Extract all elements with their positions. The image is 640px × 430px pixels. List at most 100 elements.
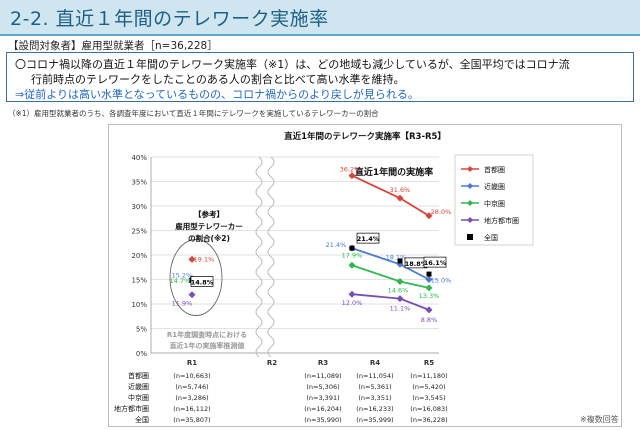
table-cell: (n=16,112) bbox=[173, 405, 210, 413]
y-tick-label: 40% bbox=[131, 154, 147, 162]
data-label: 11.1% bbox=[390, 305, 411, 313]
table-row-label: 地方都市圏 bbox=[114, 404, 149, 413]
table-cell: (n=11,180) bbox=[410, 372, 447, 380]
data-label: 21.4% bbox=[326, 241, 347, 249]
reference-ellipse bbox=[169, 239, 223, 316]
table-cell: (n=11,054) bbox=[356, 372, 393, 380]
data-label: 14.7% bbox=[170, 277, 191, 285]
table-cell: (n=5,361) bbox=[358, 383, 391, 391]
table-cell: (n=5,746) bbox=[175, 383, 208, 391]
table-row-label: 中京圏 bbox=[128, 393, 149, 402]
summary-box: 〇コロナ禍以降の直近１年間のテレワーク実施率（※1）は、どの地域も減少しているが… bbox=[6, 52, 634, 102]
table-cell: (n=3,391) bbox=[306, 394, 339, 402]
data-label: 12.0% bbox=[342, 299, 363, 307]
data-label: 11.9% bbox=[172, 300, 193, 308]
summary-line-3: ⇒従前よりは高い水準となっているものの、コロナ禍からのより戻しが見られる。 bbox=[15, 88, 419, 101]
y-tick-label: 15% bbox=[131, 277, 147, 285]
data-point bbox=[396, 295, 404, 303]
legend-label: 全国 bbox=[484, 233, 498, 242]
title-bar: 2-2. 直近１年間のテレワーク実施率 bbox=[0, 0, 640, 36]
data-point bbox=[348, 290, 356, 298]
data-point bbox=[425, 276, 433, 283]
y-tick-label: 5% bbox=[136, 326, 147, 334]
legend-marker bbox=[467, 166, 473, 172]
data-label: 31.6% bbox=[390, 186, 411, 194]
data-label: 14.8% bbox=[191, 278, 214, 286]
data-point bbox=[425, 306, 433, 314]
y-tick-label: 20% bbox=[131, 252, 147, 260]
page-title: 2-2. 直近１年間のテレワーク実施率 bbox=[10, 8, 329, 30]
x-tick-label: R5 bbox=[424, 359, 434, 367]
y-tick-label: 30% bbox=[131, 203, 147, 211]
data-label-box bbox=[356, 232, 380, 244]
x-tick-label: R1 bbox=[187, 359, 197, 367]
legend-marker bbox=[467, 200, 473, 206]
y-tick-label: 35% bbox=[131, 179, 147, 187]
table-cell: (n=16,204) bbox=[304, 405, 341, 413]
data-label: 19.1% bbox=[194, 255, 215, 263]
data-label: 36.2% bbox=[340, 166, 361, 174]
axis-break-line bbox=[267, 156, 275, 358]
table-cell: (n=3,351) bbox=[358, 394, 391, 402]
chart-title: 直近1年間のテレワーク実施率【R3-R5】 bbox=[284, 131, 446, 142]
data-label-box bbox=[190, 276, 214, 287]
data-point bbox=[425, 284, 433, 292]
x-tick-label: R3 bbox=[318, 359, 328, 367]
y-tick-label: 10% bbox=[131, 301, 147, 309]
data-label: 17.9% bbox=[342, 251, 363, 259]
data-label-box bbox=[423, 256, 447, 268]
survey-subject: 【設問対象者】雇用型就業者［n=36,228］ bbox=[8, 40, 218, 52]
chart-frame: 直近1年間のテレワーク実施率【R3-R5】 0% 5% 10% 15% 20% 25% 30%… bbox=[108, 124, 622, 427]
table-cell: (n=35,807) bbox=[173, 416, 210, 424]
data-label: 21.4% bbox=[357, 235, 380, 243]
table-row-label: 全国 bbox=[135, 415, 149, 424]
data-label: 13.3% bbox=[419, 292, 440, 300]
data-point bbox=[348, 172, 356, 180]
axis-break-line bbox=[255, 156, 263, 358]
legend-label: 近畿圏 bbox=[484, 182, 505, 191]
table-cell: (n=3,286) bbox=[175, 394, 208, 402]
reference-note: 直近1年の実施率推測値 bbox=[170, 341, 245, 350]
data-label: 15.2% bbox=[172, 272, 193, 280]
line-chart: 直近1年間のテレワーク実施率【R3-R5】 0% 5% 10% 15% 20% 25% 30%… bbox=[114, 131, 534, 424]
x-tick-label: R4 bbox=[370, 359, 380, 367]
table-cell: (n=10,663) bbox=[173, 372, 210, 380]
footer-note: ※複数回答 bbox=[580, 415, 619, 424]
footnote: （※1）雇用型就業者のうち、各調査年度において直近１年間にテレワークを実施してい… bbox=[8, 109, 379, 118]
data-point bbox=[188, 291, 196, 299]
table-cell: (n=16,083) bbox=[410, 405, 447, 413]
data-point bbox=[397, 258, 403, 264]
table-cell: (n=5,420) bbox=[412, 383, 445, 391]
data-point bbox=[396, 194, 404, 202]
data-point bbox=[349, 245, 355, 251]
data-point bbox=[348, 261, 356, 269]
reference-label: 【参考】 bbox=[194, 209, 224, 219]
legend-marker bbox=[467, 234, 473, 240]
table-cell: (n=11,089) bbox=[304, 372, 341, 380]
data-label: 15.0% bbox=[431, 277, 452, 285]
data-label: 18.1% bbox=[386, 253, 407, 261]
data-point bbox=[426, 271, 432, 277]
table-cell: (n=3,545) bbox=[412, 394, 445, 402]
data-point bbox=[188, 255, 196, 263]
series-line bbox=[351, 264, 430, 289]
data-label: 18.8% bbox=[405, 260, 428, 268]
data-label: 28.0% bbox=[431, 208, 452, 216]
table-cell: (n=36,228) bbox=[410, 416, 447, 424]
table-cell: (n=5,306) bbox=[306, 383, 339, 391]
data-label: 16.1% bbox=[424, 259, 447, 267]
data-point bbox=[396, 277, 404, 285]
legend-label: 中京圏 bbox=[484, 199, 505, 208]
summary-line-1: 〇コロナ禍以降の直近１年間のテレワーク実施率（※1）は、どの地域も減少しているが… bbox=[15, 58, 570, 71]
table-row-label: 首都圏 bbox=[128, 371, 149, 380]
legend-label: 首都圏 bbox=[484, 165, 505, 174]
reference-note: R1年度調査時点における bbox=[167, 330, 247, 339]
summary-line-2: 行前時点のテレワークをしたことのある人の割合と比べて高い水準を維持。 bbox=[31, 73, 405, 86]
x-tick-label: R2 bbox=[267, 359, 277, 367]
legend-label: 地方都市圏 bbox=[484, 216, 519, 225]
table-cell: (n=35,990) bbox=[304, 416, 341, 424]
table-cell: (n=16,233) bbox=[356, 405, 393, 413]
y-tick-label: 25% bbox=[131, 228, 147, 236]
data-label: 8.8% bbox=[421, 316, 438, 324]
reference-label: の割合(※2) bbox=[188, 233, 230, 243]
